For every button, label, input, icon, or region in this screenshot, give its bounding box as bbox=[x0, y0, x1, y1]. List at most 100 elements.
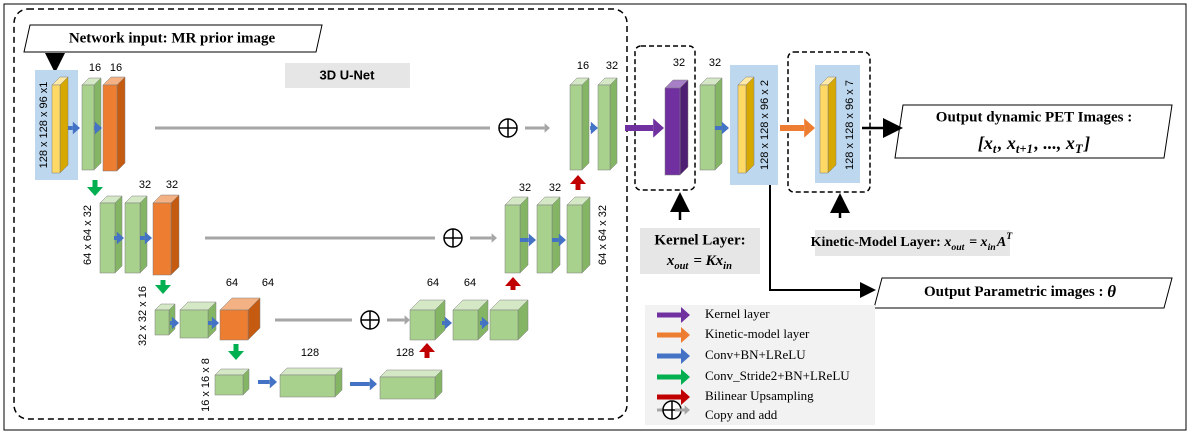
block-front bbox=[665, 88, 680, 175]
block-front bbox=[103, 85, 117, 171]
formula-sub: out bbox=[951, 242, 964, 253]
legend-label: Conv+BN+LReLU bbox=[705, 347, 806, 362]
block-front bbox=[155, 310, 169, 335]
block-side bbox=[828, 77, 836, 173]
unet-label: 3D U-Net bbox=[320, 67, 376, 82]
arrow-head bbox=[87, 187, 103, 196]
block-front bbox=[52, 85, 60, 173]
kinetic-label: Kinetic-Model Layer: xout = xin AT bbox=[811, 231, 1014, 253]
channel-label: 32 bbox=[166, 179, 178, 191]
frame bbox=[4, 4, 1186, 430]
channel-label: 32 bbox=[606, 60, 618, 72]
output-param-label: Output Parametric images : θ bbox=[924, 282, 1116, 301]
formula-part: A bbox=[996, 235, 1006, 250]
block-side bbox=[60, 77, 68, 173]
formula-part: [x bbox=[978, 133, 993, 153]
channel-label: 16 bbox=[577, 60, 589, 72]
block-front bbox=[567, 205, 582, 273]
legend-label: Kinetic-model layer bbox=[705, 326, 810, 341]
dim-label: 64 x 64 x 32 bbox=[82, 205, 94, 265]
formula-sub: out bbox=[674, 261, 689, 272]
block-front bbox=[537, 205, 552, 273]
output-param-symbol: θ bbox=[1107, 282, 1116, 301]
arrow-head bbox=[545, 123, 550, 133]
formula-gap bbox=[732, 253, 733, 269]
block-side bbox=[582, 197, 590, 273]
block-front bbox=[820, 85, 828, 173]
arrow-head bbox=[804, 118, 815, 137]
legend-label: Bilinear Upsampling bbox=[705, 388, 814, 403]
arrow-head bbox=[505, 277, 521, 286]
formula-gap bbox=[1012, 235, 1013, 250]
legend-label: Kernel layer bbox=[705, 306, 770, 321]
formula-part: x bbox=[943, 235, 951, 250]
arrow-head bbox=[370, 378, 377, 391]
block-side bbox=[746, 77, 754, 173]
channel-label: 32 bbox=[549, 182, 561, 194]
kinetic-title: Kinetic-Model Layer: bbox=[811, 235, 945, 250]
block-side bbox=[171, 195, 179, 275]
input-label: Network input: MR prior image bbox=[69, 30, 276, 46]
output-param-title: Output Parametric images : bbox=[924, 284, 1107, 300]
arrow-head bbox=[228, 351, 244, 360]
block-side bbox=[610, 78, 617, 170]
dim-label: 128 x 128 x 96 x1 bbox=[38, 82, 50, 169]
legend-label: Copy and add bbox=[705, 407, 778, 422]
arrow-head bbox=[722, 122, 729, 135]
block-front bbox=[490, 310, 518, 340]
arrow-head bbox=[529, 234, 536, 247]
dim-label: 128 x 128 x 96 x 7 bbox=[844, 80, 856, 170]
channel-label: 16 bbox=[110, 62, 122, 74]
formula-part: , x bbox=[997, 133, 1016, 153]
block-top bbox=[380, 370, 442, 377]
channel-label: 64 bbox=[427, 277, 439, 289]
formula-sub: in bbox=[988, 242, 996, 253]
arrow-head bbox=[145, 232, 152, 245]
block-front bbox=[215, 375, 243, 395]
arrow-head bbox=[270, 376, 277, 389]
block-front bbox=[82, 85, 94, 170]
arrow-head bbox=[559, 234, 566, 247]
block-front bbox=[125, 203, 140, 273]
block-front bbox=[180, 310, 208, 338]
channel-label: 64 bbox=[464, 277, 476, 289]
block-front bbox=[410, 310, 435, 340]
arrow-head bbox=[653, 118, 664, 137]
block-side bbox=[680, 80, 688, 175]
legend-label: Conv_Stride2+BN+LReLU bbox=[705, 368, 850, 383]
dim-label: 64 x 64 x 32 bbox=[597, 205, 609, 265]
formula-part: = x bbox=[966, 235, 988, 250]
channel-label: 64 bbox=[262, 277, 274, 289]
arrow-head bbox=[591, 122, 598, 135]
block-front bbox=[153, 203, 171, 275]
channel-label: 128 bbox=[396, 347, 414, 359]
arrow-head bbox=[445, 317, 452, 330]
formula-part: = Kx bbox=[690, 253, 724, 269]
arrow-head bbox=[172, 317, 179, 330]
channel-label: 32 bbox=[709, 57, 721, 69]
formula-part: , ..., x bbox=[1033, 133, 1075, 153]
block-front bbox=[700, 85, 715, 170]
arrow-head bbox=[405, 315, 410, 325]
block-front bbox=[280, 375, 335, 397]
channel-label: 128 bbox=[301, 347, 319, 359]
output-pet-title: Output dynamic PET Images : bbox=[936, 109, 1132, 125]
block-side bbox=[520, 197, 528, 273]
block-front bbox=[570, 85, 582, 170]
block-side bbox=[117, 77, 125, 171]
block-front bbox=[738, 85, 746, 173]
block-front bbox=[100, 203, 115, 273]
kernel-title: Kernel Layer: bbox=[654, 232, 745, 248]
channel-label: 32 bbox=[519, 182, 531, 194]
formula-sub: t+1 bbox=[1016, 142, 1033, 156]
formula-part: ] bbox=[1083, 133, 1090, 153]
channel-label: 16 bbox=[89, 62, 101, 74]
dim-label: 128 x 128 x 96 x 2 bbox=[759, 80, 771, 170]
diagram: Network input: MR prior image 3D U-Net O… bbox=[0, 0, 1191, 435]
arrow-head bbox=[492, 233, 497, 243]
block-side bbox=[582, 78, 589, 170]
block-front bbox=[380, 377, 435, 399]
formula-sub: in bbox=[723, 261, 732, 272]
block-front bbox=[598, 85, 610, 170]
channel-label: 64 bbox=[226, 277, 238, 289]
